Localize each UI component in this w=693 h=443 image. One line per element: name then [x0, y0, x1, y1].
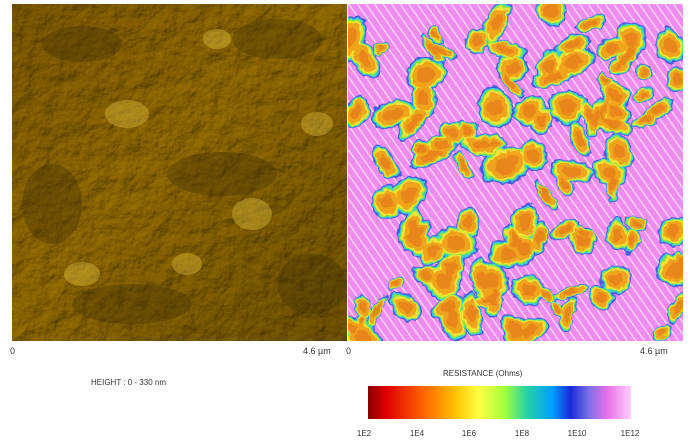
- height-axis-start: 0: [10, 346, 16, 356]
- colorbar-tick: 1E4: [409, 429, 425, 438]
- height-caption: HEIGHT : 0 - 330 nm: [91, 378, 166, 387]
- height-axis-end: 4.6 µm: [303, 346, 331, 356]
- resistance-colorbar: [368, 386, 631, 419]
- colorbar-tick: 1E12: [620, 429, 640, 438]
- height-map-graphic: [12, 4, 347, 341]
- colorbar-tick: 1E2: [356, 429, 372, 438]
- resistance-image: [348, 4, 683, 341]
- resistance-caption: RESISTANCE (Ohms): [443, 369, 523, 378]
- colorbar-tick: 1E10: [567, 429, 587, 438]
- colorbar-tick: 1E8: [514, 429, 530, 438]
- height-image: [12, 4, 347, 341]
- colorbar-tick: 1E6: [461, 429, 477, 438]
- resistance-axis-start: 0: [346, 346, 352, 356]
- resistance-map-graphic: [348, 4, 683, 341]
- resistance-axis-end: 4.6 µm: [640, 346, 668, 356]
